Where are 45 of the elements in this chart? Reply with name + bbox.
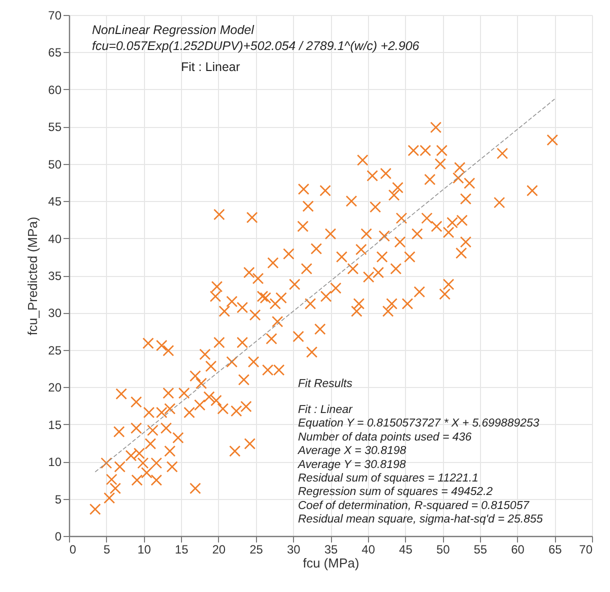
annotation: NonLinear Regression Model	[92, 23, 256, 37]
annotation: Fit : Linear	[298, 404, 354, 416]
x-tick-label: 35	[324, 542, 338, 556]
y-tick-label: 50	[48, 157, 62, 172]
annotation: fcu=0.057Exp(1.252DUPV)+502.054 / 2789.1^(w/c) +2.906	[92, 39, 420, 53]
y-tick-label: 40	[48, 232, 62, 246]
annotation: Number of data points used = 436	[298, 431, 472, 444]
y-tick-label: 20	[48, 380, 62, 395]
y-tick-label: 70	[48, 8, 62, 22]
annotation: Residual mean square, sigma-hat-sq'd = 25.855	[298, 514, 544, 526]
annotation: Equation Y = 0.8150573727 * X + 5.699889253	[298, 418, 540, 430]
annotation: Coef of determination, R-squared = 0.815057	[298, 500, 530, 512]
x-tick-label: 60	[511, 542, 525, 556]
annotation: Average Y = 30.8198	[297, 458, 406, 471]
x-tick-label: 0	[70, 542, 76, 556]
y-tick-label: 35	[48, 269, 62, 283]
annotation: Fit Results	[298, 378, 353, 390]
y-tick-label: 15	[48, 418, 62, 432]
y-tick-label: 5	[54, 492, 62, 506]
x-tick-label: 70	[579, 542, 593, 556]
y-tick-label: 10	[48, 455, 62, 470]
x-axis-title: fcu (MPa)	[302, 556, 360, 570]
annotation: Average X = 30.8198	[297, 445, 407, 458]
x-tick-label: 45	[399, 542, 413, 556]
y-tick-label: 25	[48, 343, 62, 358]
x-tick-label: 65	[548, 542, 562, 556]
y-tick-label: 60	[48, 82, 62, 97]
annotation: Fit : Linear	[181, 60, 240, 74]
x-tick-label: 50	[436, 542, 450, 556]
x-tick-label: 20	[212, 542, 226, 556]
x-tick-label: 15	[174, 542, 189, 556]
annotation: Regression sum of squares = 49452.2	[298, 486, 494, 498]
x-tick-label: 5	[104, 542, 111, 556]
y-tick-label: 0	[54, 530, 62, 544]
y-axis-title: fcu_Predicted (MPa)	[25, 216, 40, 336]
x-tick-label: 40	[362, 542, 376, 556]
x-tick-label: 25	[250, 542, 264, 556]
y-tick-label: 30	[48, 306, 62, 320]
y-tick-label: 55	[48, 120, 62, 134]
y-tick-label: 65	[48, 46, 62, 60]
x-tick-label: 55	[474, 542, 488, 556]
annotation: Residual sum of squares = 11221.1	[298, 472, 478, 484]
x-tick-label: 10	[138, 542, 152, 556]
y-tick-label: 45	[48, 194, 62, 209]
x-tick-label: 30	[286, 542, 301, 556]
